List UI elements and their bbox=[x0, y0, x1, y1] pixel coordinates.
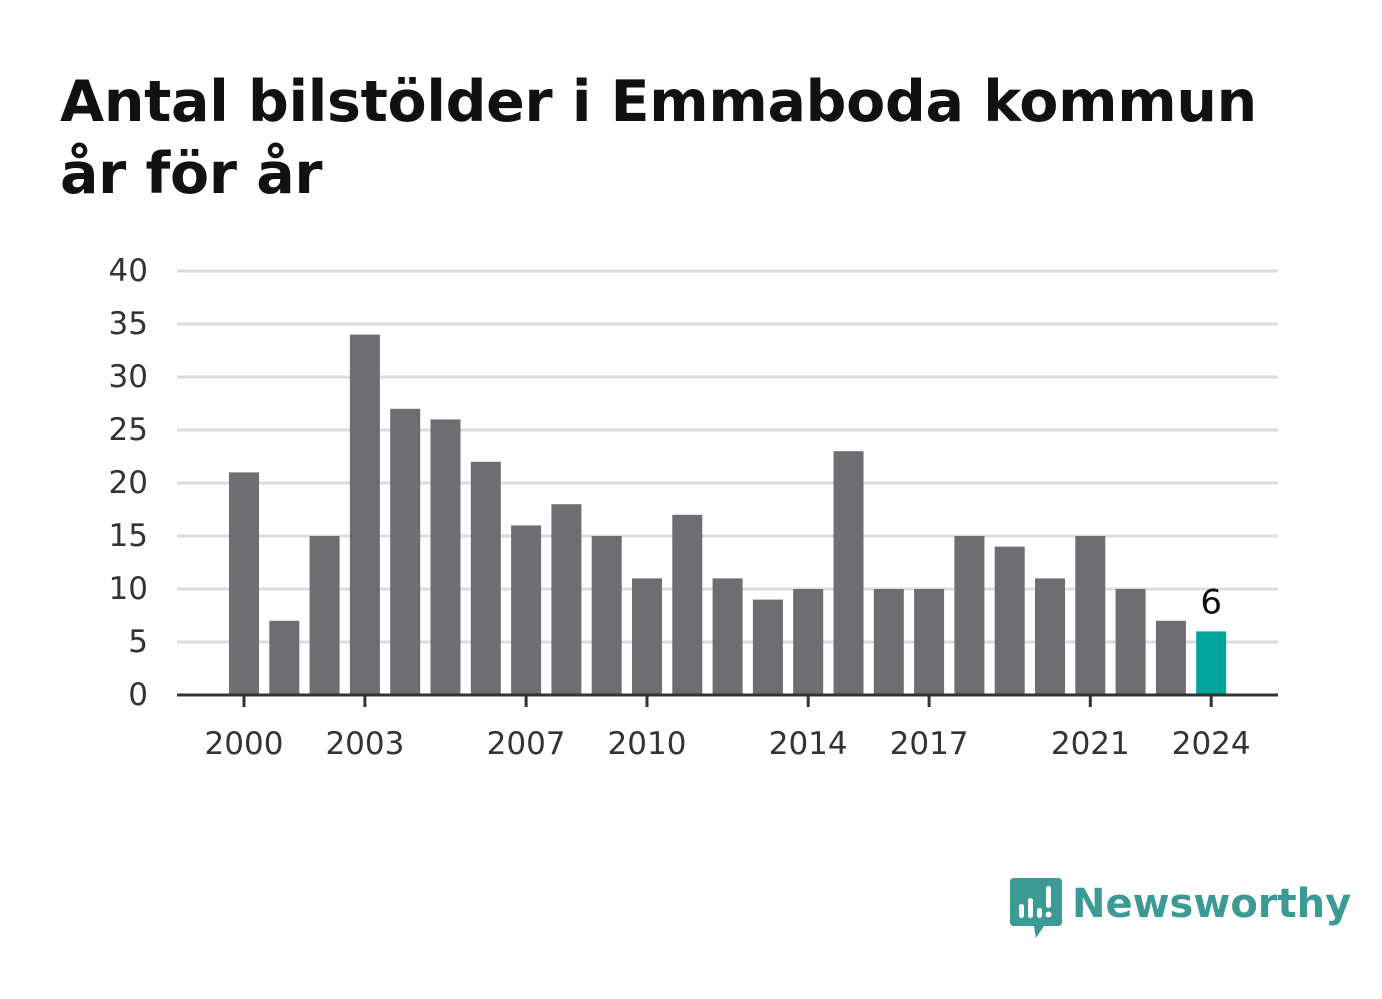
bar-2012 bbox=[712, 578, 743, 695]
bar-2016 bbox=[873, 589, 904, 695]
y-tick-label-40: 40 bbox=[109, 253, 148, 289]
bar-2018 bbox=[954, 536, 985, 695]
bars bbox=[229, 334, 1227, 695]
y-tick-label-30: 30 bbox=[109, 359, 148, 395]
x-tick-label-2024: 2024 bbox=[1172, 726, 1251, 762]
y-tick-label-35: 35 bbox=[109, 306, 148, 342]
x-tick-label-2010: 2010 bbox=[608, 726, 687, 762]
bar-2011 bbox=[672, 514, 703, 695]
bar-2019 bbox=[994, 546, 1025, 695]
chart-title: Antal bilstölder i Emmaboda kommun år fö… bbox=[60, 69, 1257, 207]
value-label-2024: 6 bbox=[1200, 582, 1222, 622]
y-tick-label-25: 25 bbox=[109, 412, 148, 448]
y-tick-label-5: 5 bbox=[128, 624, 148, 660]
y-axis-ticks: 0 5 10 15 20 25 30 35 40 bbox=[109, 253, 148, 713]
brand: Newsworthy bbox=[1010, 878, 1351, 942]
bar-2006 bbox=[470, 461, 501, 695]
brand-name: Newsworthy bbox=[1072, 881, 1352, 927]
y-tick-label-20: 20 bbox=[109, 465, 148, 501]
bar-2014 bbox=[793, 589, 824, 695]
bar-2005 bbox=[430, 419, 461, 695]
y-tick-label-15: 15 bbox=[109, 518, 148, 554]
x-tick-label-2021: 2021 bbox=[1051, 726, 1130, 762]
bar-2023 bbox=[1155, 620, 1186, 695]
bar-2020 bbox=[1035, 578, 1065, 695]
x-tick-label-2007: 2007 bbox=[487, 726, 566, 762]
y-tick-label-0: 0 bbox=[128, 677, 148, 713]
x-tick-label-2000: 2000 bbox=[205, 726, 284, 762]
x-tick-label-2017: 2017 bbox=[890, 726, 969, 762]
bar-2022 bbox=[1115, 589, 1146, 695]
bar-2001 bbox=[269, 620, 300, 695]
bar-2000 bbox=[229, 472, 259, 695]
newsworthy-logo-icon bbox=[1010, 878, 1062, 938]
bar-2017 bbox=[914, 589, 945, 695]
bar-2007 bbox=[511, 525, 542, 695]
x-axis-ticks: 2000 2003 2007 2010 2014 2017 2021 2024 bbox=[205, 695, 1251, 762]
data-labels: 6 bbox=[1200, 582, 1222, 622]
bar-2003 bbox=[349, 334, 380, 695]
x-tick-label-2003: 2003 bbox=[325, 726, 404, 762]
bar-2008 bbox=[551, 504, 582, 695]
bar-2010 bbox=[632, 578, 662, 695]
bar-2004 bbox=[390, 408, 421, 695]
bar-2015 bbox=[833, 451, 864, 695]
y-tick-label-10: 10 bbox=[109, 571, 148, 607]
x-tick-label-2014: 2014 bbox=[769, 726, 848, 762]
bar-2013 bbox=[752, 599, 783, 695]
bar-2009 bbox=[591, 536, 622, 695]
bar-2024 bbox=[1196, 631, 1227, 695]
bar-2002 bbox=[309, 536, 340, 695]
bar-2021 bbox=[1075, 536, 1106, 695]
